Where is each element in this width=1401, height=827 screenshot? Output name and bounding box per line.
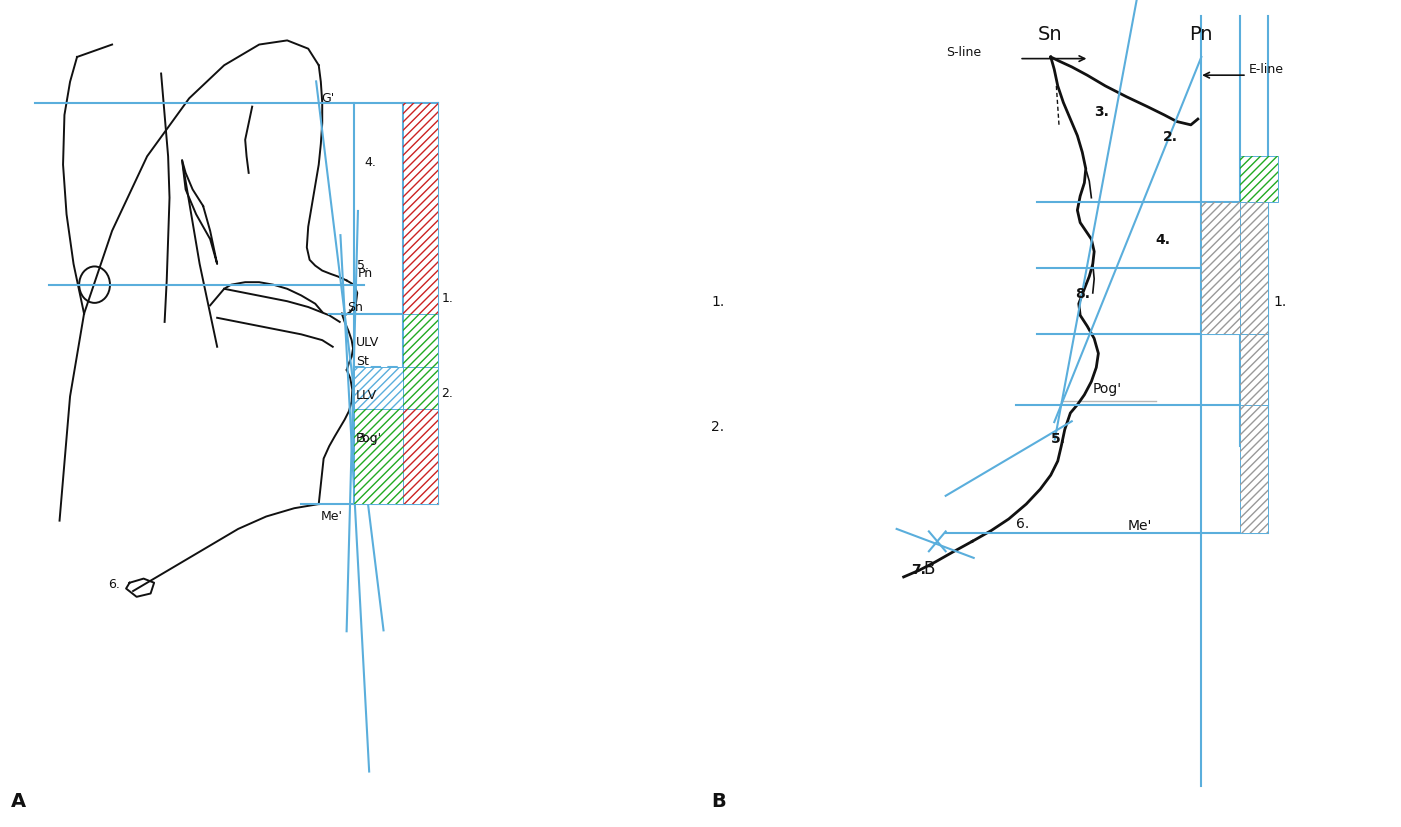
Text: Me': Me'	[321, 509, 343, 523]
Text: LLV: LLV	[356, 389, 377, 402]
Bar	[353, 368, 403, 409]
Bar	[1240, 405, 1268, 533]
Text: Pog': Pog'	[1093, 382, 1122, 396]
Text: 6.: 6.	[109, 577, 120, 590]
Bar	[353, 409, 403, 504]
Text: 2.: 2.	[441, 387, 453, 400]
Text: 1.: 1.	[1274, 295, 1286, 309]
Text: 5.: 5.	[357, 259, 370, 272]
Bar	[1240, 203, 1268, 335]
Text: Pn: Pn	[1189, 25, 1213, 44]
Text: Sn: Sn	[1038, 25, 1063, 44]
Bar	[1240, 203, 1268, 335]
Text: 3.: 3.	[357, 432, 368, 445]
Text: 7.: 7.	[911, 562, 926, 576]
Bar	[1240, 335, 1268, 405]
Text: B: B	[712, 791, 726, 810]
Text: 6.: 6.	[1016, 517, 1028, 531]
Bar	[353, 409, 403, 504]
Text: 5.: 5.	[1051, 432, 1066, 446]
Bar	[403, 314, 437, 368]
Bar	[1202, 203, 1240, 335]
Text: 4.: 4.	[364, 155, 375, 169]
Text: Me': Me'	[1128, 519, 1152, 533]
Text: E-line: E-line	[1248, 63, 1283, 76]
Text: St: St	[356, 355, 368, 368]
Text: Pog': Pog'	[356, 432, 382, 445]
Bar	[403, 368, 437, 409]
Text: B: B	[923, 559, 934, 577]
Bar	[1240, 405, 1268, 533]
Bar	[1240, 157, 1278, 203]
Text: 1.: 1.	[712, 295, 724, 309]
Text: G': G'	[321, 92, 333, 105]
Bar	[403, 368, 437, 409]
Text: 1.: 1.	[441, 292, 453, 305]
Bar	[1240, 335, 1268, 405]
Bar	[403, 409, 437, 504]
Bar	[353, 368, 403, 409]
Bar	[403, 103, 437, 314]
Text: Pn: Pn	[357, 267, 373, 280]
Bar	[1240, 157, 1278, 203]
Bar	[403, 409, 437, 504]
Text: 2.: 2.	[1163, 130, 1178, 144]
Text: S-line: S-line	[946, 46, 981, 60]
Text: 3.: 3.	[1094, 105, 1110, 119]
Text: 4.: 4.	[1156, 233, 1171, 247]
Text: A: A	[10, 791, 25, 810]
Text: 8.: 8.	[1076, 287, 1090, 301]
Text: ULV: ULV	[356, 336, 380, 349]
Bar	[1202, 203, 1240, 335]
Text: Sn: Sn	[347, 301, 363, 314]
Bar	[403, 314, 437, 368]
Bar	[403, 103, 437, 314]
Text: 2.: 2.	[712, 419, 724, 433]
